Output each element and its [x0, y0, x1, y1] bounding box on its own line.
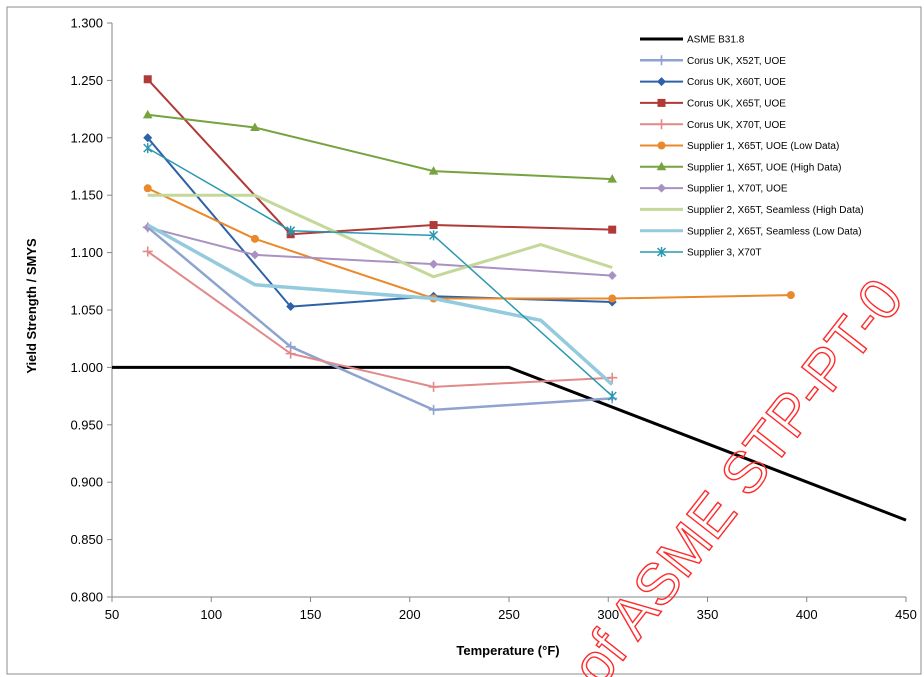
series-line — [147, 226, 613, 277]
series-line — [146, 226, 613, 412]
legend-item: Supplier 2, X65T, Seamless (High Data) — [640, 205, 864, 216]
data-point — [608, 225, 617, 234]
legend-item: ASME B31.8 — [640, 35, 745, 46]
legend-item: Corus UK, X65T, UOE — [640, 99, 786, 110]
legend-label: Supplier 1, X65T, UOE (Low Data) — [687, 141, 839, 152]
data-point — [142, 246, 153, 257]
data-point — [250, 122, 260, 131]
y-tick-label: 1.300 — [70, 16, 103, 31]
data-point — [428, 381, 439, 392]
series-layer — [112, 75, 907, 522]
x-tick-label: 150 — [300, 607, 322, 622]
series-8 — [143, 222, 617, 281]
x-tick-label: 400 — [796, 607, 818, 622]
series-line — [147, 113, 613, 181]
data-point — [143, 184, 152, 193]
legend-item: Supplier 2, X65T, Seamless (Low Data) — [640, 226, 862, 237]
data-point — [250, 234, 259, 243]
data-point — [607, 391, 617, 402]
x-tick-label: 350 — [697, 607, 719, 622]
legend-item: Corus UK, X70T, UOE — [640, 119, 786, 131]
y-tick-label: 0.800 — [70, 590, 103, 605]
legend-label: Supplier 1, X65T, UOE (High Data) — [687, 162, 842, 173]
series-9 — [147, 193, 613, 279]
data-point — [286, 302, 296, 312]
x-tick-label: 100 — [200, 607, 222, 622]
legend-marker — [657, 77, 666, 87]
legend-marker — [656, 55, 667, 66]
data-point — [250, 250, 260, 260]
legend-label: Supplier 1, X70T, UOE — [687, 184, 788, 195]
x-tick-label: 50 — [105, 607, 119, 622]
legend-marker — [657, 98, 666, 107]
data-point — [285, 348, 296, 359]
legend-label: Corus UK, X65T, UOE — [687, 99, 786, 110]
x-tick-label: 200 — [399, 607, 421, 622]
legend-item: Supplier 1, X70T, UOE — [640, 183, 788, 195]
legend-marker — [656, 247, 667, 257]
series-line — [146, 223, 614, 386]
series-5 — [142, 246, 618, 392]
series-line — [147, 250, 613, 388]
data-point — [429, 221, 438, 230]
legend-marker — [656, 119, 667, 130]
data-point — [142, 109, 153, 119]
legend-item: Corus UK, X60T, UOE — [640, 77, 786, 88]
legend-item: Supplier 1, X65T, UOE (Low Data) — [640, 141, 839, 152]
chart-frame — [6, 6, 922, 675]
series-line — [147, 147, 613, 397]
series-11 — [143, 143, 617, 402]
legend-marker — [656, 161, 667, 171]
y-tick-label: 1.250 — [70, 73, 103, 88]
legend-label: Supplier 2, X65T, Seamless (High Data) — [687, 205, 864, 216]
data-point — [428, 404, 439, 415]
data-point — [143, 133, 153, 143]
y-tick-label: 1.000 — [70, 360, 103, 375]
y-tick-label: 0.900 — [70, 475, 103, 490]
data-point — [608, 294, 617, 303]
series-7 — [142, 109, 618, 183]
legend-label: ASME B31.8 — [687, 35, 745, 46]
x-tick-label: 250 — [498, 607, 520, 622]
data-point — [286, 225, 296, 236]
data-point — [786, 291, 795, 300]
axes: 0.800 0.850 0.900 0.950 1.000 1.050 1.100 1.150… — [70, 16, 916, 623]
y-tick-label: 1.050 — [70, 303, 103, 318]
y-tick-label: 1.200 — [70, 130, 103, 145]
data-point — [143, 143, 153, 154]
series-line — [147, 193, 613, 279]
y-tick-label: 0.850 — [70, 532, 103, 547]
data-point — [607, 372, 618, 383]
series-10 — [146, 223, 614, 386]
y-tick-label: 1.150 — [70, 188, 103, 203]
data-point — [143, 75, 152, 84]
data-point — [429, 230, 439, 241]
x-axis-title: Temperature (°F) — [456, 643, 559, 658]
y-tick-label: 0.950 — [70, 417, 103, 432]
x-tick-label: 300 — [597, 607, 619, 622]
series-line — [112, 365, 907, 522]
legend-label: Corus UK, X70T, UOE — [687, 120, 786, 131]
legend-item: Supplier 3, X70T — [640, 247, 762, 259]
legend-item: Corus UK, X52T, UOE — [640, 55, 786, 67]
series-1 — [112, 365, 907, 522]
y-tick-label: 1.100 — [70, 245, 103, 260]
legend: ASME B31.8 Corus UK, X52T, UOE Corus UK, X… — [640, 35, 864, 259]
x-tick-label: 450 — [895, 607, 917, 622]
legend-label: Supplier 3, X70T — [687, 248, 762, 259]
legend-marker — [657, 183, 666, 193]
data-point — [607, 174, 618, 183]
data-point — [607, 271, 617, 281]
legend-label: Corus UK, X60T, UOE — [687, 77, 786, 88]
legend-marker — [657, 141, 666, 150]
y-axis-title: Yield Strength / SMYS — [24, 238, 39, 374]
legend-item: Supplier 1, X65T, UOE (High Data) — [640, 161, 842, 173]
series-line — [146, 78, 613, 236]
legend-label: Supplier 2, X65T, Seamless (Low Data) — [687, 226, 862, 237]
legend-label: Corus UK, X52T, UOE — [687, 56, 786, 67]
data-point — [429, 259, 439, 269]
data-point — [428, 166, 439, 175]
